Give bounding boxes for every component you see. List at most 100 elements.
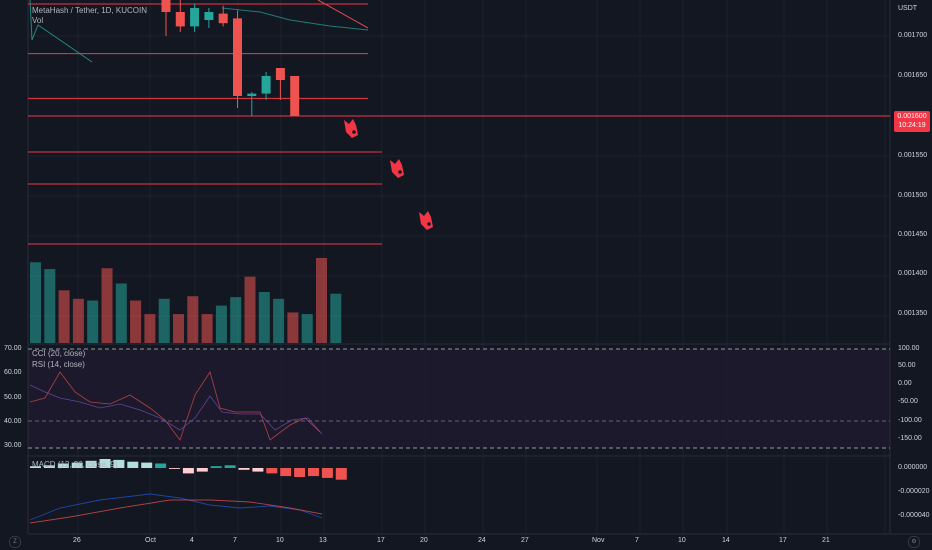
time-axis-label: 20 xyxy=(420,537,428,544)
volume-bar xyxy=(273,298,285,343)
volume-bar xyxy=(244,276,256,343)
candle-body xyxy=(233,18,242,96)
moving-average-line xyxy=(29,0,93,63)
macd-histogram-bar xyxy=(57,463,69,468)
cci-tick: 100.00 xyxy=(898,345,920,352)
rsi-tick: 70.00 xyxy=(4,345,22,352)
volume-bar xyxy=(187,296,199,343)
grid xyxy=(28,0,890,534)
price-tick: 0.001650 xyxy=(898,72,928,79)
time-axis-label: 13 xyxy=(319,537,327,544)
candle-body xyxy=(190,8,200,27)
moving-average-line-2 xyxy=(221,7,369,31)
forecast-marker-icon xyxy=(390,159,404,178)
macd-histogram-bar xyxy=(43,465,55,468)
cci-tick: 50.00 xyxy=(898,362,916,369)
macd-histogram-bar xyxy=(155,463,167,468)
rsi-tick: 50.00 xyxy=(4,394,22,401)
time-axis-label: 21 xyxy=(822,537,830,544)
cci-tick: -150.00 xyxy=(898,435,922,442)
volume-bar xyxy=(215,305,227,343)
volume-bar xyxy=(258,292,270,343)
time-axis-label: 17 xyxy=(377,537,385,544)
time-axis-label: 10 xyxy=(678,537,686,544)
macd-histogram-bar xyxy=(71,462,83,468)
volume-bars xyxy=(30,258,342,343)
rsi-tick: 60.00 xyxy=(4,369,22,376)
macd-tick: -0.000040 xyxy=(898,512,930,519)
volume-bar xyxy=(173,314,184,343)
forecast-marker-icon xyxy=(419,211,433,230)
volume-legend[interactable]: Vol xyxy=(32,16,44,25)
macd-histogram-bar xyxy=(224,465,236,468)
rsi-legend[interactable]: RSI (14, close) xyxy=(32,360,85,369)
macd-histogram-bar xyxy=(196,468,208,472)
time-axis-label: 26 xyxy=(73,537,81,544)
candles[interactable] xyxy=(161,0,300,116)
horizontal-levels xyxy=(28,3,890,245)
macd-histogram-bar xyxy=(294,468,306,477)
oscillator-band xyxy=(28,349,890,448)
bar-countdown: 10:24:19 xyxy=(898,122,926,129)
forecast-marker-dot xyxy=(398,170,402,174)
macd-signal-line xyxy=(29,499,323,524)
candle-body xyxy=(261,76,271,94)
candle-body xyxy=(175,12,185,27)
candle-body xyxy=(247,93,257,96)
macd-tick: -0.000020 xyxy=(898,488,930,495)
macd-legend[interactable]: MACD (12, 26, close, 9) xyxy=(32,460,118,469)
cci-legend[interactable]: CCI (20, close) xyxy=(32,349,86,358)
macd-histogram-bar xyxy=(210,466,222,468)
volume-bar xyxy=(287,312,299,343)
price-tick: 0.001450 xyxy=(898,231,928,238)
cci-tick: -100.00 xyxy=(898,417,922,424)
time-axis-label: 27 xyxy=(521,537,529,544)
price-tick: 0.001550 xyxy=(898,152,928,159)
forecast-marker-dot xyxy=(427,222,431,226)
volume-bar xyxy=(330,293,342,343)
cci-line xyxy=(29,371,321,441)
candle-body xyxy=(204,12,214,20)
macd-histogram-bar xyxy=(308,468,319,477)
macd-line xyxy=(29,493,323,521)
macd-histogram-bar xyxy=(30,466,41,468)
volume-bar xyxy=(115,283,127,343)
time-axis-label: 10 xyxy=(276,537,284,544)
candle-body xyxy=(218,13,228,24)
settings-button[interactable]: ⚙ xyxy=(908,536,920,548)
volume-bar xyxy=(58,290,70,343)
volume-bar xyxy=(301,314,313,343)
last-price-value: 0.001600 xyxy=(897,113,927,120)
symbol-title[interactable]: MetaHash / Tether, 1D, KUCOIN xyxy=(32,6,148,15)
macd-histogram xyxy=(30,459,347,480)
time-axis-label: 17 xyxy=(779,537,787,544)
macd-histogram-bar xyxy=(280,468,292,477)
time-axis-label: 14 xyxy=(722,537,730,544)
macd-histogram-bar xyxy=(252,468,264,472)
time-axis-label: 4 xyxy=(190,537,194,544)
time-axis-label: Nov xyxy=(592,537,605,544)
volume-bar xyxy=(316,258,327,343)
time-axis-label: 7 xyxy=(635,537,639,544)
cci-tick: 0.00 xyxy=(898,380,912,387)
zoom-reset-button[interactable]: Z xyxy=(9,536,21,548)
volume-bar xyxy=(201,314,213,343)
price-tick: 0.001350 xyxy=(898,310,928,317)
volume-bar xyxy=(72,298,84,343)
rsi-tick: 30.00 xyxy=(4,442,22,449)
candle-body xyxy=(161,0,171,13)
macd-histogram-bar xyxy=(127,461,139,468)
price-tick: 0.001400 xyxy=(898,270,928,277)
macd-histogram-bar xyxy=(266,468,278,474)
volume-bar xyxy=(230,297,242,343)
time-axis-label: 24 xyxy=(478,537,486,544)
price-tick: 0.001500 xyxy=(898,192,928,199)
forecast-marker-dot xyxy=(352,130,356,134)
volume-bar xyxy=(101,268,113,343)
macd-histogram-bar xyxy=(141,462,153,468)
macd-histogram-bar xyxy=(169,468,180,469)
macd-histogram-bar xyxy=(182,468,194,474)
macd-histogram-bar xyxy=(238,468,250,470)
